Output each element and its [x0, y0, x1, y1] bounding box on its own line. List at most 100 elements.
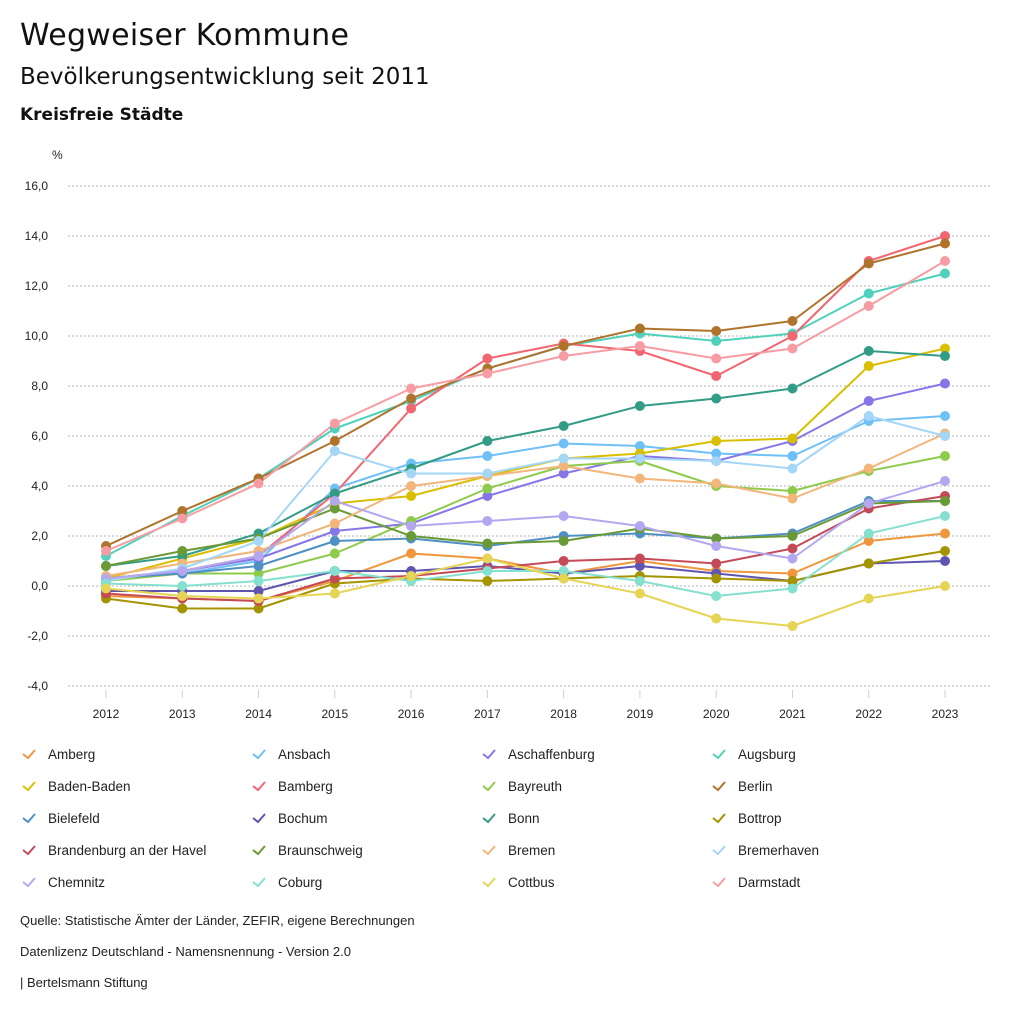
legend-item-chemnitz[interactable]: Chemnitz [20, 870, 105, 894]
data-point-aschaffenburg[interactable] [558, 468, 569, 479]
data-point-brandenburg-an-der-havel[interactable] [558, 556, 569, 566]
data-point-braunschweig[interactable] [787, 531, 798, 541]
data-point-coburg[interactable] [558, 566, 569, 576]
data-point-bremerhaven[interactable] [482, 468, 493, 479]
data-point-baden-baden[interactable] [863, 361, 874, 371]
data-point-ansbach[interactable] [482, 451, 493, 461]
data-point-bonn[interactable] [940, 351, 950, 361]
legend-item-aschaffenburg[interactable]: Aschaffenburg [480, 742, 595, 766]
data-point-cottbus[interactable] [940, 581, 950, 591]
data-point-bremerhaven[interactable] [787, 463, 798, 474]
data-point-bottrop[interactable] [940, 546, 950, 556]
data-point-bremerhaven[interactable] [329, 446, 340, 456]
data-point-chemnitz[interactable] [558, 511, 569, 521]
data-point-bayreuth[interactable] [329, 548, 340, 559]
data-point-ansbach[interactable] [787, 451, 798, 461]
series-line-chemnitz[interactable] [105, 480, 946, 580]
data-point-darmstadt[interactable] [558, 351, 569, 361]
legend-item-bottrop[interactable]: Bottrop [710, 806, 782, 830]
data-point-berlin[interactable] [711, 326, 722, 336]
data-point-bamberg[interactable] [406, 403, 417, 414]
data-point-bonn[interactable] [329, 488, 340, 499]
data-point-bottrop[interactable] [863, 558, 874, 569]
legend-item-coburg[interactable]: Coburg [250, 870, 322, 894]
series-line-bonn[interactable] [105, 350, 946, 567]
data-point-chemnitz[interactable] [329, 496, 340, 506]
data-point-braunschweig[interactable] [329, 503, 340, 514]
data-point-ansbach[interactable] [711, 448, 722, 459]
data-point-bottrop[interactable] [711, 573, 722, 584]
data-point-bremen[interactable] [329, 518, 340, 529]
data-point-baden-baden[interactable] [406, 491, 417, 501]
data-point-darmstadt[interactable] [940, 256, 950, 266]
data-point-bayreuth[interactable] [940, 451, 950, 461]
series-line-ansbach[interactable] [105, 415, 946, 580]
data-point-chemnitz[interactable] [482, 516, 493, 526]
data-point-bremen[interactable] [711, 478, 722, 489]
data-point-cottbus[interactable] [177, 591, 188, 601]
data-point-bamberg[interactable] [482, 353, 493, 364]
data-point-bremerhaven[interactable] [711, 456, 722, 466]
data-point-darmstadt[interactable] [253, 478, 264, 489]
data-point-braunschweig[interactable] [558, 536, 569, 546]
data-point-bonn[interactable] [863, 346, 874, 356]
data-point-coburg[interactable] [940, 511, 950, 521]
data-point-braunschweig[interactable] [711, 533, 722, 544]
series-line-bottrop[interactable] [105, 550, 946, 610]
legend-item-bayreuth[interactable]: Bayreuth [480, 774, 562, 798]
data-point-darmstadt[interactable] [406, 383, 417, 394]
data-point-coburg[interactable] [787, 583, 798, 594]
legend-item-bonn[interactable]: Bonn [480, 806, 540, 830]
series-line-berlin[interactable] [105, 242, 946, 547]
data-point-aschaffenburg[interactable] [863, 396, 874, 406]
data-point-baden-baden[interactable] [940, 343, 950, 354]
data-point-coburg[interactable] [863, 528, 874, 539]
data-point-brandenburg-an-der-havel[interactable] [634, 553, 645, 564]
data-point-bielefeld[interactable] [253, 561, 264, 571]
data-point-brandenburg-an-der-havel[interactable] [711, 558, 722, 569]
data-point-chemnitz[interactable] [177, 566, 188, 576]
data-point-bremerhaven[interactable] [940, 431, 950, 441]
data-point-berlin[interactable] [558, 341, 569, 351]
data-point-bremerhaven[interactable] [406, 468, 417, 479]
data-point-cottbus[interactable] [787, 621, 798, 631]
data-point-bottrop[interactable] [253, 603, 264, 614]
data-point-bamberg[interactable] [787, 331, 798, 341]
data-point-bochum[interactable] [253, 586, 264, 596]
legend-item-bochum[interactable]: Bochum [250, 806, 328, 830]
series-line-bamberg[interactable] [105, 235, 946, 580]
data-point-bonn[interactable] [558, 421, 569, 431]
series-line-cottbus[interactable] [105, 557, 946, 627]
legend-item-amberg[interactable]: Amberg [20, 742, 95, 766]
series-line-aschaffenburg[interactable] [105, 382, 946, 580]
data-point-amberg[interactable] [787, 568, 798, 579]
legend-item-bielefeld[interactable]: Bielefeld [20, 806, 100, 830]
data-point-darmstadt[interactable] [863, 301, 874, 311]
data-point-berlin[interactable] [406, 393, 417, 404]
data-point-braunschweig[interactable] [177, 546, 188, 556]
legend-item-brandenburg-an-der-havel[interactable]: Brandenburg an der Havel [20, 838, 206, 862]
legend-item-augsburg[interactable]: Augsburg [710, 742, 796, 766]
data-point-bottrop[interactable] [787, 576, 798, 586]
legend-item-cottbus[interactable]: Cottbus [480, 870, 555, 894]
data-point-bonn[interactable] [711, 393, 722, 404]
legend-item-darmstadt[interactable]: Darmstadt [710, 870, 800, 894]
data-point-bremen[interactable] [634, 473, 645, 484]
data-point-bayreuth[interactable] [253, 568, 264, 579]
data-point-bremerhaven[interactable] [253, 536, 264, 546]
series-line-braunschweig[interactable] [105, 500, 946, 567]
data-point-cottbus[interactable] [101, 583, 111, 594]
data-point-berlin[interactable] [634, 323, 645, 334]
data-point-bayreuth[interactable] [482, 483, 493, 494]
legend-item-bamberg[interactable]: Bamberg [250, 774, 333, 798]
series-line-baden-baden[interactable] [105, 347, 946, 580]
series-line-bielefeld[interactable] [105, 500, 945, 580]
data-point-brandenburg-an-der-havel[interactable] [329, 573, 340, 584]
data-point-bottrop[interactable] [482, 576, 493, 586]
data-point-ansbach[interactable] [940, 411, 950, 421]
data-point-darmstadt[interactable] [482, 368, 493, 379]
data-point-amberg[interactable] [940, 528, 950, 539]
data-point-bochum[interactable] [940, 556, 950, 566]
series-line-coburg[interactable] [105, 515, 946, 597]
data-point-amberg[interactable] [406, 548, 417, 559]
